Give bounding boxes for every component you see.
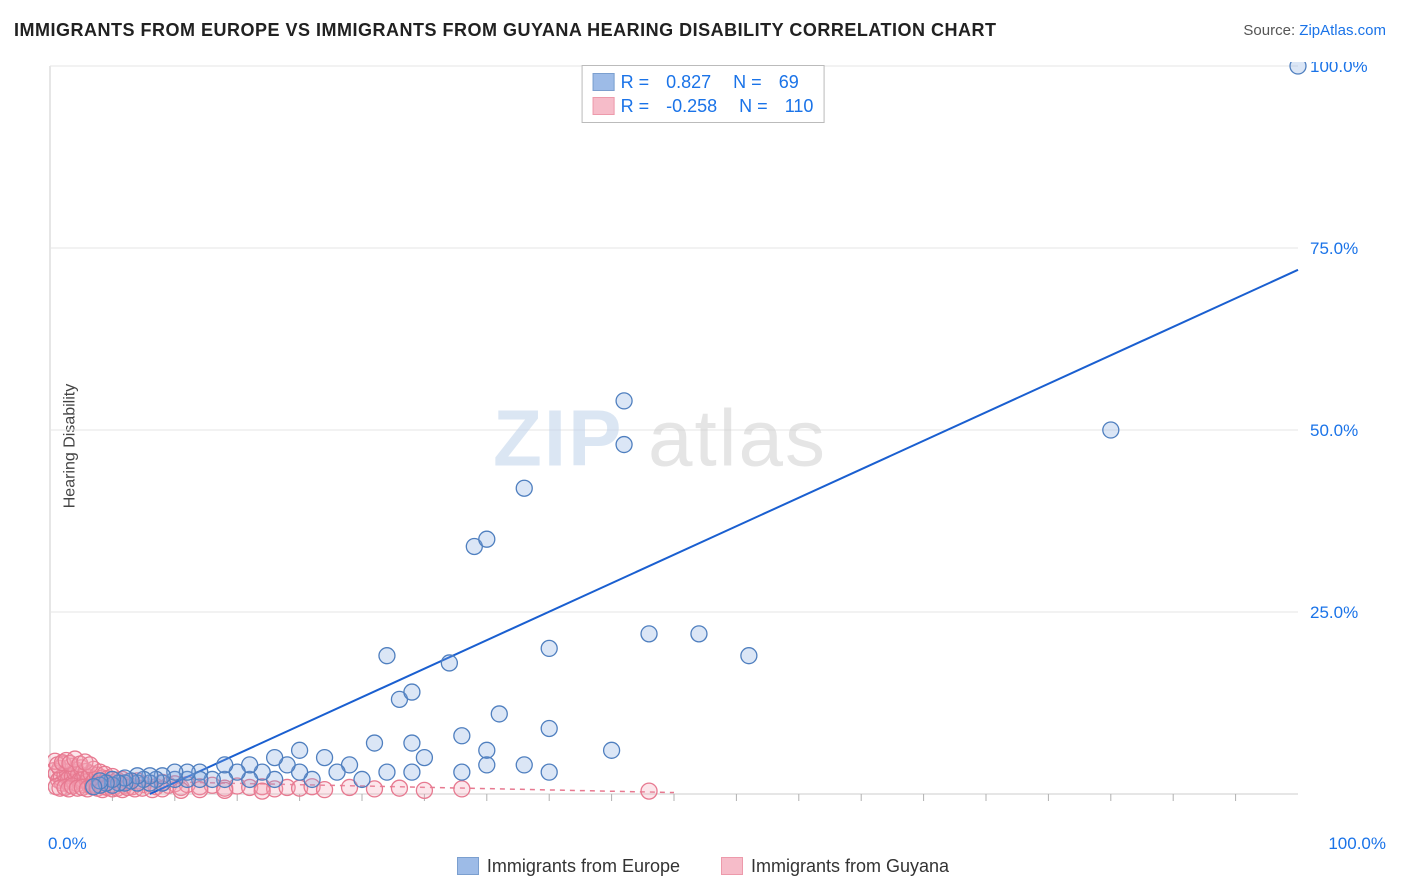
r-value-guyana: -0.258: [666, 94, 717, 118]
data-point: [491, 706, 507, 722]
data-point: [1103, 422, 1119, 438]
chart-svg: 25.0% 50.0% 75.0% 100.0%: [48, 62, 1388, 842]
legend-swatch-europe-2: [457, 857, 479, 875]
data-point: [1290, 62, 1306, 74]
n-value-europe: 69: [779, 70, 799, 94]
x-axis-max-label: 100.0%: [1328, 834, 1386, 854]
data-point: [217, 757, 233, 773]
data-point: [404, 764, 420, 780]
source-link[interactable]: ZipAtlas.com: [1299, 22, 1386, 39]
data-point: [541, 764, 557, 780]
data-point: [516, 757, 532, 773]
data-point: [86, 779, 102, 795]
y-tick-label: 25.0%: [1310, 603, 1358, 622]
source-attribution: Source: ZipAtlas.com: [1243, 22, 1386, 39]
data-point: [691, 626, 707, 642]
legend-row-guyana: R = -0.258 N = 110: [593, 94, 814, 118]
legend-swatch-guyana-2: [721, 857, 743, 875]
data-point: [441, 655, 457, 671]
data-point: [454, 764, 470, 780]
r-value-europe: 0.827: [666, 70, 711, 94]
data-point: [454, 728, 470, 744]
n-label: N =: [739, 94, 768, 118]
data-point: [317, 750, 333, 766]
data-point: [329, 764, 345, 780]
legend-row-europe: R = 0.827 N = 69: [593, 70, 814, 94]
data-point: [404, 684, 420, 700]
data-point: [354, 771, 370, 787]
data-point: [366, 735, 382, 751]
data-point: [379, 764, 395, 780]
data-point: [616, 437, 632, 453]
data-point: [641, 783, 657, 799]
data-point: [404, 735, 420, 751]
plot-area: 25.0% 50.0% 75.0% 100.0%: [48, 62, 1388, 842]
data-point: [616, 393, 632, 409]
data-point: [267, 750, 283, 766]
y-tick-label: 100.0%: [1310, 62, 1368, 76]
data-point: [416, 750, 432, 766]
data-point: [541, 640, 557, 656]
data-point: [516, 480, 532, 496]
y-tick-label: 50.0%: [1310, 421, 1358, 440]
legend-item-europe: Immigrants from Europe: [457, 856, 680, 877]
data-point: [479, 742, 495, 758]
x-axis-min-label: 0.0%: [48, 834, 87, 854]
source-prefix: Source:: [1243, 22, 1299, 39]
r-label: R =: [621, 70, 650, 94]
data-point: [741, 648, 757, 664]
data-point: [292, 742, 308, 758]
r-label: R =: [621, 94, 650, 118]
data-point: [479, 531, 495, 547]
chart-title: IMMIGRANTS FROM EUROPE VS IMMIGRANTS FRO…: [14, 20, 997, 41]
data-point: [82, 757, 98, 773]
n-label: N =: [733, 70, 762, 94]
legend-swatch-europe: [593, 73, 615, 91]
data-point: [254, 783, 270, 799]
legend-swatch-guyana: [593, 97, 615, 115]
n-value-guyana: 110: [785, 94, 814, 118]
series-legend: Immigrants from Europe Immigrants from G…: [0, 856, 1406, 881]
legend-label-europe: Immigrants from Europe: [487, 856, 680, 877]
data-point: [604, 742, 620, 758]
data-point: [454, 781, 470, 797]
data-point: [541, 720, 557, 736]
legend-item-guyana: Immigrants from Guyana: [721, 856, 949, 877]
data-point: [479, 757, 495, 773]
data-point: [391, 780, 407, 796]
data-point: [379, 648, 395, 664]
correlation-legend: R = 0.827 N = 69 R = -0.258 N = 110: [582, 65, 825, 123]
data-point: [641, 626, 657, 642]
data-point: [416, 782, 432, 798]
y-tick-label: 75.0%: [1310, 239, 1358, 258]
legend-label-guyana: Immigrants from Guyana: [751, 856, 949, 877]
